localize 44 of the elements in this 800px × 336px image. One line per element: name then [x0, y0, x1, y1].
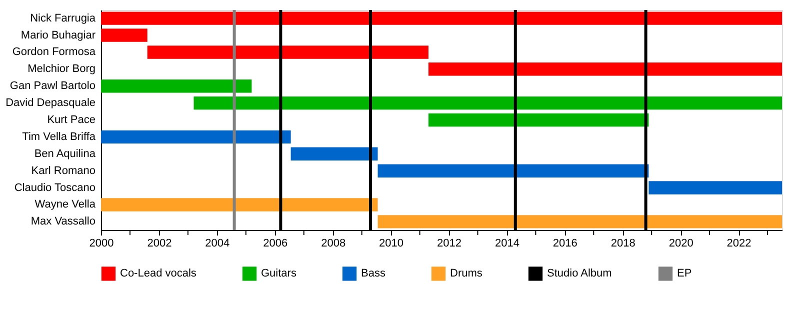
y-tick-label: Karl Romano — [31, 164, 96, 177]
legend-label: Drums — [450, 268, 483, 280]
bar — [101, 28, 148, 42]
x-tick-label: 2002 — [147, 238, 172, 250]
x-tick-label: 2020 — [668, 238, 694, 250]
y-tick-label: Gan Pawl Bartolo — [10, 80, 96, 92]
bar — [101, 130, 291, 144]
y-tick-label: Gordon Formosa — [12, 46, 96, 58]
x-tick-label: 2006 — [263, 238, 288, 250]
bar — [194, 96, 782, 110]
y-tick-label: Wayne Vella — [34, 198, 96, 211]
bar — [101, 198, 378, 212]
x-tick-label: 2004 — [205, 238, 230, 250]
bar — [101, 79, 252, 93]
x-tick-label: 2016 — [552, 238, 578, 250]
legend-label: Studio Album — [547, 268, 612, 280]
bar — [428, 113, 649, 127]
y-tick-label: Max Vassallo — [30, 216, 96, 228]
legend-label: Guitars — [261, 268, 297, 280]
y-tick-label: Kurt Pace — [47, 114, 96, 126]
x-tick-label: 2012 — [437, 238, 462, 250]
bar — [290, 147, 378, 161]
x-tick-label: 2010 — [379, 238, 404, 250]
y-tick-label: Melchior Borg — [28, 63, 96, 76]
bar — [378, 164, 649, 178]
bar — [648, 181, 782, 194]
legend-label: Bass — [361, 268, 386, 280]
y-tick-label: Ben Aquilina — [34, 148, 96, 160]
y-tick-label: Claudio Toscano — [14, 182, 96, 194]
x-tick-label: 2018 — [610, 238, 636, 250]
bar — [147, 46, 428, 59]
y-tick-label: David Depasquale — [6, 97, 96, 110]
bar — [378, 215, 782, 228]
bar — [428, 62, 782, 76]
x-tick-label: 2008 — [321, 238, 346, 250]
bar — [101, 12, 782, 25]
y-tick-label: Nick Farrugia — [30, 12, 96, 24]
legend-label: Co-Lead vocals — [120, 268, 197, 280]
x-tick-label: 2000 — [89, 238, 114, 250]
y-tick-label: Tim Vella Briffa — [22, 130, 96, 143]
legend-label: EP — [677, 268, 692, 280]
y-tick-label: Mario Buhagiar — [20, 29, 96, 42]
x-tick-label: 2022 — [726, 238, 752, 250]
x-tick-label: 2014 — [494, 238, 520, 250]
